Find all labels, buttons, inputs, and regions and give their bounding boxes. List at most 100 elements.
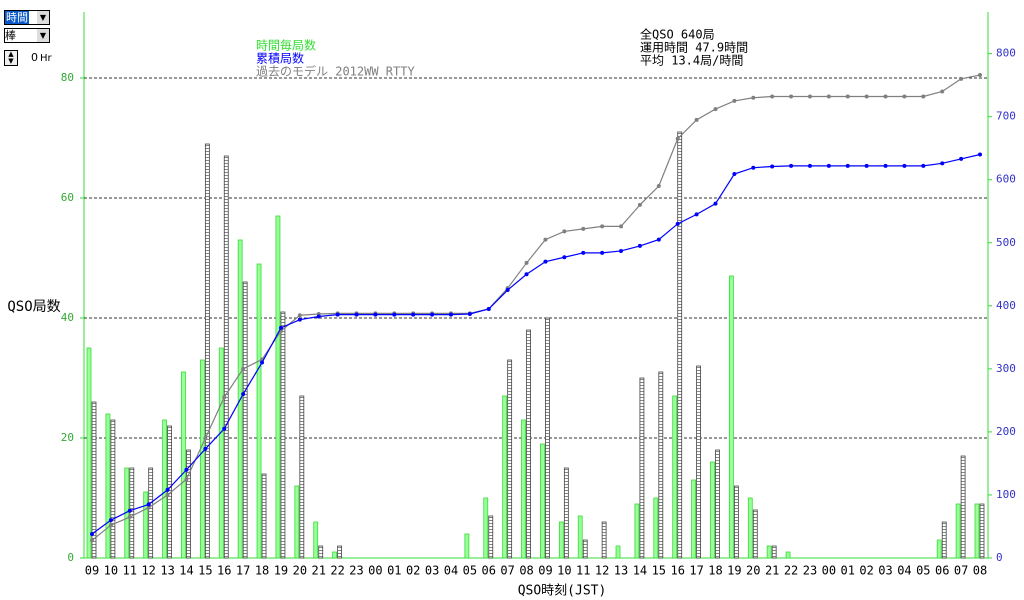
x-tick-label: 03 [425, 564, 439, 578]
line-marker [562, 229, 567, 234]
y-tick-label: 20 [61, 431, 74, 444]
line-marker [807, 94, 812, 99]
bar [105, 413, 111, 559]
y2-tick-label: 300 [996, 362, 1016, 375]
bar [634, 503, 640, 559]
line-marker [694, 212, 699, 217]
x-tick-label: 15 [198, 564, 212, 578]
spinner-buttons[interactable]: ▲ ▼ [4, 50, 18, 66]
bar [204, 143, 210, 559]
line-marker [619, 224, 624, 229]
x-tick-label: 14 [633, 564, 647, 578]
bar [747, 497, 753, 559]
y-axis-label: QSO局数 [7, 299, 60, 315]
line-marker [864, 94, 869, 99]
line-marker [883, 94, 888, 99]
bar [960, 455, 966, 559]
line-marker [675, 221, 680, 226]
line-marker [260, 360, 265, 365]
y-tick-label: 40 [61, 311, 74, 324]
x-tick-label: 22 [784, 564, 798, 578]
line-marker [751, 165, 756, 170]
bar [696, 365, 701, 559]
line [91, 74, 981, 541]
line-marker [524, 272, 529, 277]
bar [936, 539, 942, 559]
bar [941, 521, 947, 559]
line-marker [713, 201, 718, 206]
y2-tick-label: 700 [996, 110, 1016, 123]
x-tick-label: 20 [746, 564, 760, 578]
line-marker [637, 243, 642, 248]
bar [639, 377, 645, 559]
line-marker [335, 312, 340, 317]
line-marker [845, 94, 850, 99]
display-select[interactable]: 棒 ▼ [4, 28, 50, 43]
line-marker [770, 94, 775, 99]
legend-entry: 時間毎局数 [256, 38, 316, 53]
line-marker [694, 117, 699, 122]
line-marker [656, 237, 661, 242]
line-marker [562, 255, 567, 260]
x-tick-label: 07 [500, 564, 514, 578]
line-marker [978, 73, 982, 78]
y2-tick-label: 0 [996, 551, 1003, 564]
bar [558, 521, 564, 559]
x-tick-label: 22 [330, 564, 344, 578]
line-marker [486, 306, 491, 311]
x-tick-label: 06 [482, 564, 496, 578]
bar [332, 551, 338, 559]
x-tick-label: 20 [293, 564, 307, 578]
line-marker [297, 313, 302, 318]
line-marker [146, 502, 151, 507]
bar [223, 155, 229, 559]
bar [318, 545, 324, 559]
bar [129, 467, 135, 559]
bar [299, 395, 305, 559]
spinner-value[interactable]: 0 [18, 51, 38, 64]
bar [218, 347, 224, 559]
line-marker [732, 98, 737, 103]
line-marker [959, 156, 964, 161]
line-marker [826, 94, 831, 99]
period-select[interactable]: 時間 ▼ [4, 10, 50, 25]
line-marker [826, 163, 831, 168]
line-marker [241, 366, 246, 371]
x-tick-label: 11 [123, 564, 137, 578]
x-tick-label: 06 [935, 564, 949, 578]
bar [313, 521, 319, 559]
line-marker [278, 325, 283, 330]
display-select-value: 棒 [5, 29, 16, 42]
bar [979, 503, 985, 559]
bar [563, 467, 569, 559]
line-marker [354, 312, 359, 317]
y2-tick-label: 800 [996, 47, 1016, 60]
bar [148, 467, 154, 559]
line-marker [108, 518, 113, 523]
line-marker [619, 248, 624, 253]
line-marker [467, 312, 472, 317]
bar [261, 473, 267, 559]
y2-tick-label: 600 [996, 173, 1016, 186]
line-marker [751, 95, 756, 100]
line-marker [524, 260, 529, 265]
annotation: 運用時間 47.9時間 [640, 41, 748, 55]
y2-tick-label: 400 [996, 299, 1016, 312]
x-tick-label: 16 [217, 564, 231, 578]
dropdown-arrow: ▼ [37, 29, 49, 42]
line-marker [543, 259, 548, 264]
x-tick-label: 19 [274, 564, 288, 578]
line-marker [807, 163, 812, 168]
x-tick-label: 01 [387, 564, 401, 578]
bar [502, 395, 508, 559]
line-marker [90, 532, 94, 537]
bar [733, 485, 739, 559]
x-tick-label: 10 [557, 564, 571, 578]
bar [483, 497, 489, 559]
x-tick-label: 14 [179, 564, 193, 578]
bar [728, 275, 734, 559]
line-marker [656, 184, 661, 189]
x-tick-label: 00 [822, 564, 836, 578]
